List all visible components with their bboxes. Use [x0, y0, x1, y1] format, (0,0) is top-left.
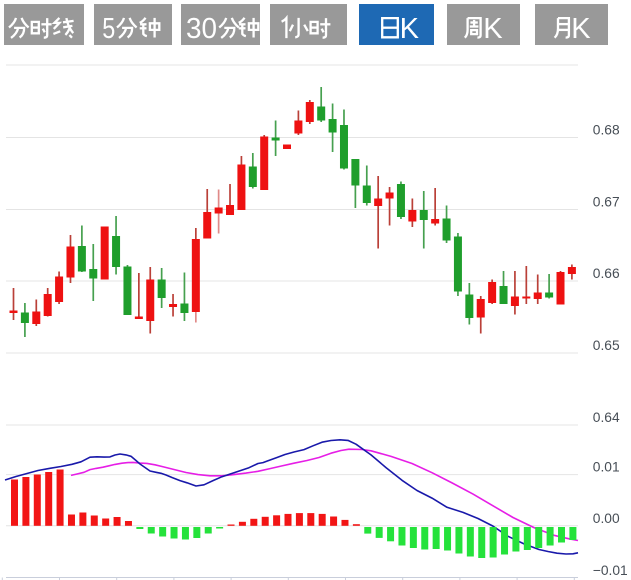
svg-text:5: 5: [102, 12, 115, 44]
svg-text:30: 30: [186, 12, 217, 44]
svg-text:K: K: [400, 13, 420, 45]
svg-text:K: K: [571, 13, 591, 45]
svg-text:K: K: [483, 13, 503, 45]
svg-text:0.64: 0.64: [593, 410, 620, 425]
svg-text:0.68: 0.68: [593, 123, 620, 138]
svg-text:0.66: 0.66: [593, 266, 620, 281]
svg-text:0.01: 0.01: [593, 460, 620, 475]
svg-text:0.67: 0.67: [593, 195, 620, 210]
svg-text:−0.01: −0.01: [593, 563, 628, 578]
svg-text:0.00: 0.00: [593, 511, 620, 526]
svg-text:0.65: 0.65: [593, 338, 620, 353]
